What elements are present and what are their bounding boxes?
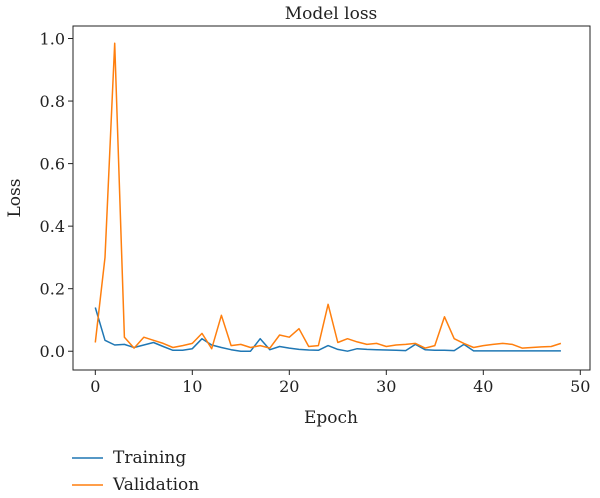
y-tick-label: 0.2 bbox=[40, 280, 65, 299]
x-tick-label: 50 bbox=[570, 377, 590, 396]
x-axis-label: Epoch bbox=[304, 408, 358, 428]
y-tick-label: 0.0 bbox=[40, 342, 65, 361]
series-lines bbox=[94, 42, 562, 352]
plot-frame bbox=[72, 25, 591, 371]
x-tick-label: 0 bbox=[90, 377, 100, 396]
y-tick-label: 1.0 bbox=[40, 30, 65, 49]
x-tick-label: 20 bbox=[279, 377, 299, 396]
x-tick-label: 10 bbox=[182, 377, 202, 396]
x-axis-ticks: 0 10 20 30 40 50 bbox=[90, 370, 590, 396]
chart-title: Model loss bbox=[285, 4, 378, 24]
legend: Training Validation bbox=[72, 448, 199, 495]
y-tick-label: 0.6 bbox=[40, 155, 65, 174]
legend-training-label: Training bbox=[113, 448, 186, 468]
legend-validation-label: Validation bbox=[112, 475, 199, 495]
series-line-validation bbox=[94, 42, 562, 350]
x-tick-label: 40 bbox=[473, 377, 493, 396]
x-tick-label: 30 bbox=[376, 377, 396, 396]
y-axis-label: Loss bbox=[5, 179, 25, 218]
series-line-training bbox=[94, 307, 561, 352]
y-axis-ticks: 0.0 0.2 0.4 0.6 0.8 1.0 bbox=[40, 30, 73, 361]
y-tick-label: 0.8 bbox=[40, 92, 65, 111]
y-tick-label: 0.4 bbox=[40, 217, 65, 236]
